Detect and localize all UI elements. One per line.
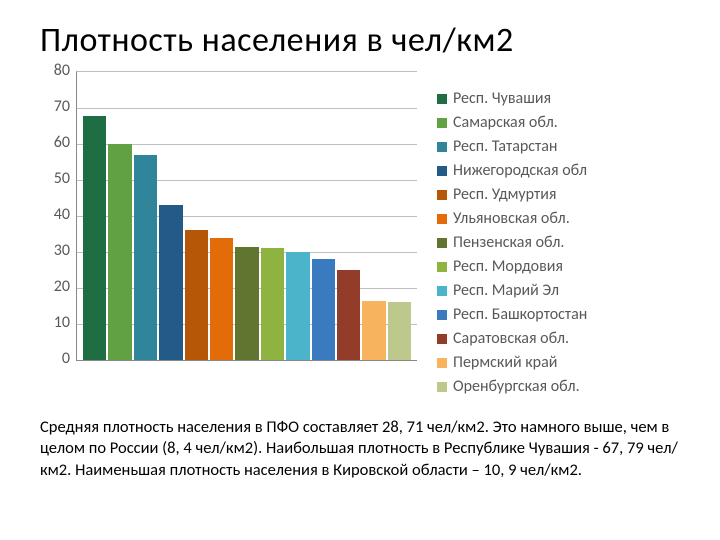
slide: Плотность населения в чел/км2 80 70 60 50 40… [0,0,720,540]
legend-label: Самарская обл. [453,113,558,133]
bar [235,247,258,360]
legend: Респ. Чувашия Самарская обл. Респ. Татарст… [437,71,587,397]
bar [108,144,131,360]
chart-wrap: 80706050403020100 Респ. ЧувашияСамарская… [40,71,680,401]
legend-item: Самарская обл. [437,113,587,133]
legend-swatch [437,214,447,224]
legend-swatch [437,286,447,296]
legend-item: Респ. Удмуртия [437,185,587,205]
legend-swatch [437,238,447,248]
y-tick: 40 [54,207,70,223]
legend-label: Респ. Марий Эл [453,281,559,301]
y-tick: 30 [54,243,70,259]
bar [134,155,157,360]
plot-area [76,71,417,361]
legend-item: Респ. Чувашия [437,89,587,109]
legend-label: Респ. Удмуртия [453,185,556,205]
y-axis: 80706050403020100 [40,71,76,359]
bar [210,238,233,360]
legend-item: Ульяновская обл. [437,209,587,229]
legend-swatch [437,382,447,392]
legend-swatch [437,358,447,368]
legend-label: Респ. Чувашия [453,89,551,109]
legend-label: Ульяновская обл. [453,209,570,229]
y-tick: 80 [54,63,70,79]
chart-area: 80706050403020100 [40,71,417,391]
legend-label: Респ. Башкортостан [453,305,587,325]
bar [337,270,360,360]
legend-label: Саратовская обл. [453,329,569,349]
bar [159,205,182,360]
legend-item: Нижегородская обл [437,161,587,181]
legend-label: Респ. Татарстан [453,137,557,157]
bar [261,248,284,360]
y-tick: 70 [54,99,70,115]
legend-item: Пермский край [437,353,587,373]
bars-container [83,72,411,360]
page-title: Плотность населения в чел/км2 [40,20,680,61]
legend-item: Пензенская обл. [437,233,587,253]
legend-swatch [437,118,447,128]
legend-item: Респ. Башкортостан [437,305,587,325]
y-tick: 0 [62,351,70,367]
legend-swatch [437,142,447,152]
legend-swatch [437,262,447,272]
legend-label: Пермский край [453,353,557,373]
legend-label: Нижегородская обл [453,161,587,181]
legend-swatch [437,190,447,200]
legend-swatch [437,334,447,344]
legend-label: Респ. Мордовия [453,257,563,277]
legend-label: Оренбургская обл. [453,377,580,397]
y-tick: 60 [54,135,70,151]
legend-item: Респ. Мордовия [437,257,587,277]
legend-item: Респ. Марий Эл [437,281,587,301]
bar [312,259,335,360]
bar [185,230,208,360]
y-tick: 10 [54,315,70,331]
bar [286,252,309,360]
bar [83,116,106,360]
legend-swatch [437,166,447,176]
legend-item: Респ. Татарстан [437,137,587,157]
legend-item: Саратовская обл. [437,329,587,349]
legend-label: Пензенская обл. [453,233,564,253]
legend-swatch [437,94,447,104]
y-tick: 50 [54,171,70,187]
legend-swatch [437,310,447,320]
caption-text: Средняя плотность населения в ПФО состав… [40,417,680,481]
y-tick: 20 [54,279,70,295]
bar [362,301,385,360]
legend-item: Оренбургская обл. [437,377,587,397]
bar [388,302,411,360]
